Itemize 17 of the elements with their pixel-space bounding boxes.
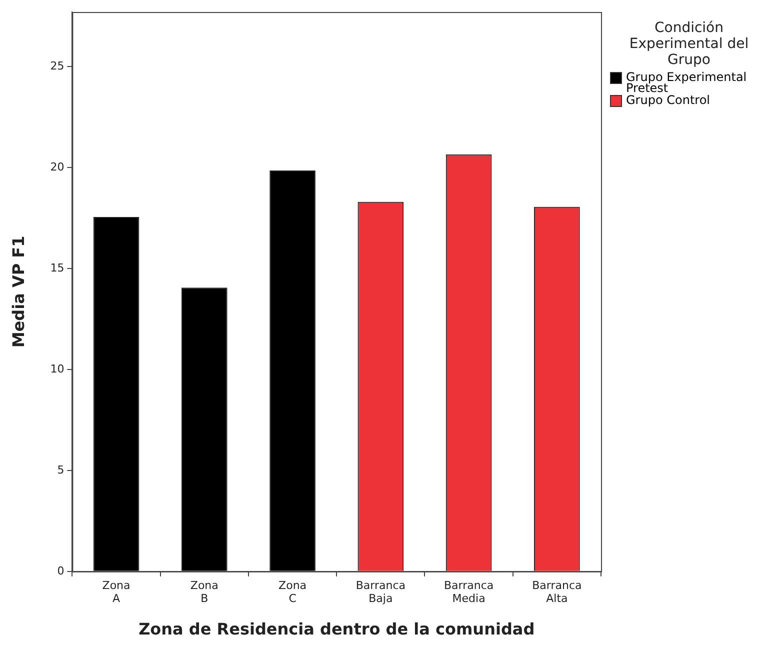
x-tick-label: Zona C — [278, 578, 307, 606]
y-tick-label: 20 — [50, 160, 64, 174]
y-tick-label: 5 — [57, 463, 64, 476]
y-tick-label: 10 — [50, 362, 64, 376]
x-axis-title: Zona de Residencia dentro de la comunidad — [138, 620, 535, 639]
x-tick-label: Zona A — [102, 578, 130, 606]
x-tick-label: Barranca Alta — [532, 578, 582, 606]
legend-label: Grupo Experimental Pretest — [626, 70, 748, 95]
y-tick-label: 25 — [50, 59, 64, 72]
x-tick-label: Barranca Media — [444, 578, 494, 606]
x-tick-label: Zona B — [190, 578, 218, 606]
x-tick-label: Barranca Baja — [356, 578, 406, 606]
y-tick-label: 0 — [57, 564, 64, 578]
y-tick-label: 15 — [50, 261, 64, 274]
legend-title: Condición Experimental del Grupo — [628, 20, 750, 68]
legend-label: Grupo Control — [626, 93, 710, 107]
y-axis-title: Media VP F1 — [8, 236, 28, 348]
